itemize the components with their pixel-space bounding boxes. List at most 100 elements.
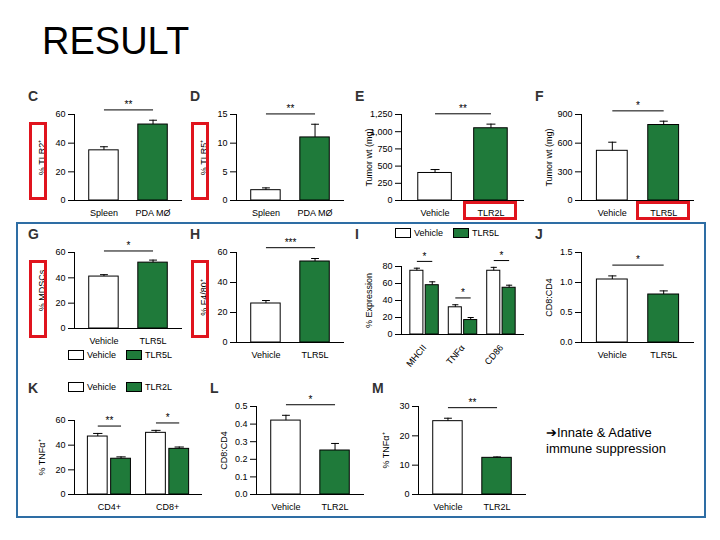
svg-text:TLR5L: TLR5L	[302, 350, 329, 360]
svg-text:1,000: 1,000	[370, 126, 393, 137]
svg-text:% Expression: % Expression	[364, 273, 374, 328]
svg-text:40: 40	[55, 440, 65, 450]
svg-text:750: 750	[377, 144, 392, 154]
svg-text:0: 0	[222, 337, 227, 347]
svg-text:Vehicle: Vehicle	[421, 208, 450, 218]
svg-text:**: **	[287, 103, 295, 114]
svg-text:CD86: CD86	[483, 343, 505, 367]
svg-text:CD8+: CD8+	[156, 502, 179, 512]
svg-text:0: 0	[387, 195, 392, 205]
svg-text:TLR2L: TLR2L	[477, 208, 504, 218]
svg-text:20: 20	[55, 298, 65, 308]
svg-text:500: 500	[377, 161, 392, 171]
svg-text:40: 40	[382, 295, 392, 305]
svg-text:% TLR2⁺: % TLR2⁺	[36, 139, 47, 176]
svg-text:0.0: 0.0	[235, 489, 248, 499]
svg-text:**: **	[106, 415, 114, 426]
svg-text:TLR5L: TLR5L	[140, 336, 167, 346]
svg-text:10: 10	[217, 138, 227, 148]
svg-text:1.0: 1.0	[560, 277, 573, 287]
svg-text:MHCII: MHCII	[404, 343, 428, 369]
svg-text:20: 20	[217, 307, 227, 317]
svg-text:900: 900	[557, 109, 572, 119]
svg-text:Spleen: Spleen	[90, 208, 118, 218]
svg-text:10: 10	[399, 460, 409, 470]
svg-text:Vehicle: Vehicle	[433, 502, 462, 512]
svg-text:0: 0	[404, 489, 409, 499]
svg-text:PDA MØ: PDA MØ	[136, 208, 171, 218]
svg-text:***: ***	[285, 237, 297, 248]
svg-text:80: 80	[382, 261, 392, 271]
svg-text:TNFα: TNFα	[444, 343, 466, 367]
svg-text:60: 60	[217, 247, 227, 257]
svg-text:0.4: 0.4	[235, 419, 248, 429]
svg-text:20: 20	[55, 167, 65, 177]
svg-text:Tumor wt (mg): Tumor wt (mg)	[544, 128, 554, 186]
svg-text:0.2: 0.2	[235, 454, 248, 464]
svg-text:0.5: 0.5	[560, 307, 573, 317]
svg-text:20: 20	[399, 431, 409, 441]
svg-text:0.3: 0.3	[235, 437, 248, 447]
svg-text:Tumor wt (mg): Tumor wt (mg)	[364, 128, 374, 186]
svg-text:20: 20	[382, 312, 392, 322]
svg-text:Vehicle: Vehicle	[271, 502, 300, 512]
svg-text:1.5: 1.5	[560, 247, 573, 257]
svg-text:0.0: 0.0	[560, 337, 573, 347]
svg-text:*: *	[127, 240, 131, 251]
svg-text:0: 0	[387, 329, 392, 339]
svg-text:30: 30	[399, 401, 409, 411]
svg-text:250: 250	[377, 178, 392, 188]
svg-text:**: **	[459, 103, 467, 114]
svg-text:TLR5L: TLR5L	[650, 208, 677, 218]
svg-text:60: 60	[55, 109, 65, 119]
html-text:D: D	[190, 88, 201, 104]
svg-text:*: *	[309, 394, 313, 405]
html-text:M: M	[372, 380, 384, 396]
svg-text:0: 0	[60, 195, 65, 205]
svg-text:Vehicle: Vehicle	[89, 336, 118, 346]
svg-text:*: *	[423, 251, 427, 262]
svg-text:*: *	[166, 412, 170, 423]
svg-text:*: *	[461, 287, 465, 298]
svg-text:CD4+: CD4+	[98, 502, 121, 512]
svg-text:0: 0	[60, 489, 65, 499]
svg-text:20: 20	[55, 465, 65, 475]
svg-text:*: *	[499, 250, 503, 261]
svg-text:TLR2L: TLR2L	[322, 502, 349, 512]
svg-text:*: *	[636, 254, 640, 265]
html-text:RESULT: RESULT	[42, 20, 190, 62]
svg-text:60: 60	[382, 278, 392, 288]
svg-text:40: 40	[217, 277, 227, 287]
svg-text:CD8:CD4: CD8:CD4	[219, 431, 229, 470]
svg-text:40: 40	[55, 138, 65, 148]
svg-text:0: 0	[60, 323, 65, 333]
svg-text:300: 300	[557, 167, 572, 177]
svg-text:0.5: 0.5	[235, 401, 248, 411]
svg-text:CD8:CD4: CD8:CD4	[544, 278, 554, 317]
svg-text:0.1: 0.1	[235, 472, 248, 482]
svg-text:% TNFα⁺: % TNFα⁺	[37, 439, 47, 475]
svg-text:60: 60	[55, 247, 65, 257]
svg-text:TLR2L: TLR2L	[484, 502, 511, 512]
svg-text:% TLR5⁺: % TLR5⁺	[198, 139, 209, 176]
svg-text:600: 600	[557, 138, 572, 148]
svg-text:TLR5L: TLR5L	[650, 350, 677, 360]
svg-text:**: **	[469, 397, 477, 408]
svg-text:15: 15	[217, 109, 227, 119]
svg-text:0: 0	[567, 195, 572, 205]
svg-text:5: 5	[222, 167, 227, 177]
svg-text:40: 40	[55, 273, 65, 283]
svg-text:60: 60	[55, 415, 65, 425]
svg-text:Vehicle: Vehicle	[598, 350, 627, 360]
svg-text:**: **	[125, 99, 133, 110]
svg-text:Vehicle: Vehicle	[251, 350, 280, 360]
svg-text:PDA MØ: PDA MØ	[298, 208, 333, 218]
html-text:C: C	[28, 88, 39, 104]
html-text:➔Innate & Adative immune suppr: ➔Innate & Adative immune suppression	[546, 425, 666, 456]
svg-text:Spleen: Spleen	[252, 208, 280, 218]
svg-text:0: 0	[222, 195, 227, 205]
svg-text:*: *	[636, 100, 640, 111]
svg-text:1,250: 1,250	[370, 109, 393, 119]
svg-text:Vehicle: Vehicle	[598, 208, 627, 218]
svg-text:% TNFα⁺: % TNFα⁺	[381, 432, 391, 468]
